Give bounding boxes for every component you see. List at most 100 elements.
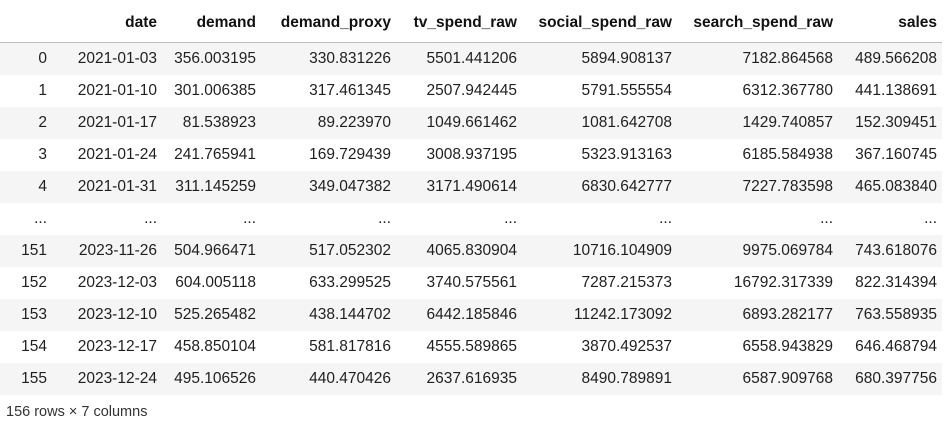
table-cell: 3008.937195 [426,146,517,163]
table-row: 155 2023-12-24 495.106526 440.470426 2637.61… [0,363,942,395]
table-cell: ... [659,210,672,227]
table-cell: 822.314394 [855,274,937,291]
table-cell: 633.299525 [309,274,391,291]
table-cell: 495.106526 [174,370,256,387]
table-cell: 440.470426 [309,370,391,387]
table-row: 2 2021-01-17 81.538923 89.223970 1049.661462… [0,107,942,139]
table-cell: 2023-12-03 [77,274,157,291]
table-cell: 2023-11-26 [78,242,157,259]
row-index: 154 [21,338,47,355]
column-header: demand_proxy [261,4,396,43]
table-cell: 2637.616935 [426,370,517,387]
table-cell: ... [378,210,391,227]
table-cell: 2023-12-10 [77,306,157,323]
table-cell: 367.160745 [855,146,937,163]
row-index: 4 [38,178,47,195]
shape-caption: 156 rows × 7 columns [6,404,148,420]
table-cell: 2021-01-10 [77,82,157,99]
table-body: 0 2021-01-03 356.003195 330.831226 5501.4412… [0,42,942,395]
table-cell: 7287.215373 [581,274,672,291]
column-header: social_spend_raw [522,4,677,43]
table-cell: 3870.492537 [581,338,672,355]
table-cell: 504.966471 [174,242,256,259]
table-cell: 525.265482 [174,306,256,323]
table-cell: 9975.069784 [742,242,833,259]
table-cell: 89.223970 [317,114,391,131]
table-cell: 5323.913163 [581,146,672,163]
table-cell: 4065.830904 [426,242,517,259]
table-cell: 743.618076 [855,242,937,259]
table-cell: 311.145259 [175,178,256,195]
table-row: 4 2021-01-31 311.145259 349.047382 3171.4906… [0,171,942,203]
table-row: 3 2021-01-24 241.765941 169.729439 3008.9371… [0,139,942,171]
row-index: 2 [38,114,47,131]
column-header: sales [838,4,942,43]
column-header: search_spend_raw [677,4,838,43]
table-cell: 5894.908137 [581,50,672,67]
index-header [0,4,52,43]
header-row: date demand demand_proxy tv_spend_raw social… [0,4,942,43]
table-cell: 2021-01-17 [77,114,157,131]
table-cell: 2021-01-31 [77,178,157,195]
table-cell: 2023-12-17 [77,338,157,355]
table-cell: 169.729439 [309,146,391,163]
table-cell: 1081.642708 [581,114,672,131]
table-cell: 763.558935 [855,306,937,323]
table-cell: 330.831226 [309,50,391,67]
column-header: demand [162,4,261,43]
table-cell: 349.047382 [309,178,391,195]
row-index: 0 [38,50,47,67]
table-cell: 3740.575561 [426,274,517,291]
table-header: date demand demand_proxy tv_spend_raw social… [0,4,942,43]
dataframe-table: date demand demand_proxy tv_spend_raw social… [0,4,942,395]
table-cell: 6893.282177 [742,306,833,323]
table-cell: 7227.783598 [742,178,833,195]
table-cell: 356.003195 [174,50,256,67]
table-cell: 8490.789891 [581,370,672,387]
row-index: 3 [38,146,47,163]
column-header: date [52,4,162,43]
table-cell: 581.817816 [309,338,391,355]
table-cell: ... [243,210,256,227]
table-cell: 4555.589865 [426,338,517,355]
table-cell: 438.144702 [309,306,391,323]
row-index: ... [34,210,47,227]
table-cell: 81.538923 [182,114,256,131]
table-cell: 10716.104909 [572,242,672,259]
table-cell: 7182.864568 [742,50,833,67]
table-cell: 152.309451 [855,114,937,131]
column-header: tv_spend_raw [396,4,522,43]
table-cell: 1049.661462 [426,114,517,131]
row-index: 152 [21,274,47,291]
table-row: 154 2023-12-17 458.850104 581.817816 4555.58… [0,331,942,363]
table-cell: 6185.584938 [742,146,833,163]
table-cell: 604.005118 [175,274,256,291]
table-cell: 517.052302 [309,242,391,259]
table-row: 151 2023-11-26 504.966471 517.052302 4065.83… [0,235,942,267]
ellipsis-row: ........................ [0,203,942,235]
table-cell: 11242.173092 [574,306,672,323]
table-cell: ... [924,210,937,227]
table-cell: 6558.943829 [742,338,833,355]
table-row: 0 2021-01-03 356.003195 330.831226 5501.4412… [0,42,942,75]
table-cell: 3171.490614 [426,178,517,195]
row-index: 153 [21,306,47,323]
table-cell: 2021-01-03 [77,50,157,67]
table-cell: 6830.642777 [581,178,672,195]
table-cell: 16792.317339 [733,274,833,291]
table-cell: 2021-01-24 [77,146,157,163]
table-row: 153 2023-12-10 525.265482 438.144702 6442.18… [0,299,942,331]
table-cell: ... [144,210,157,227]
table-cell: 6442.185846 [426,306,517,323]
table-cell: 6312.367780 [742,82,833,99]
row-index: 155 [21,370,47,387]
table-cell: 301.006385 [174,82,256,99]
table-cell: 1429.740857 [742,114,833,131]
table-cell: ... [504,210,517,227]
table-cell: 465.083840 [855,178,937,195]
table-cell: 458.850104 [174,338,256,355]
table-cell: 5501.441206 [426,50,517,67]
table-cell: 2023-12-24 [77,370,157,387]
table-row: 1 2021-01-10 301.006385 317.461345 2507.9424… [0,75,942,107]
